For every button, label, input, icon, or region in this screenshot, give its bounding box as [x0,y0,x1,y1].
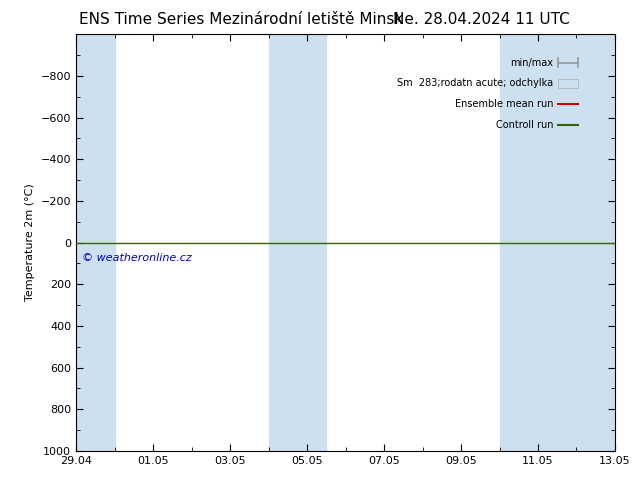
Bar [559,78,578,88]
Text: Ne. 28.04.2024 11 UTC: Ne. 28.04.2024 11 UTC [394,12,570,27]
Text: Controll run: Controll run [496,120,553,130]
Text: ENS Time Series Mezinárodní letiště Minsk: ENS Time Series Mezinárodní letiště Mins… [79,12,403,27]
Y-axis label: Temperature 2m (°C): Temperature 2m (°C) [25,184,35,301]
Text: © weatheronline.cz: © weatheronline.cz [82,253,191,263]
Text: Ensemble mean run: Ensemble mean run [455,99,553,109]
Text: Sm  283;rodatn acute; odchylka: Sm 283;rodatn acute; odchylka [398,78,553,88]
Bar [76,34,115,451]
Bar [500,34,615,451]
Bar [269,34,327,451]
Text: min/max: min/max [510,57,553,68]
